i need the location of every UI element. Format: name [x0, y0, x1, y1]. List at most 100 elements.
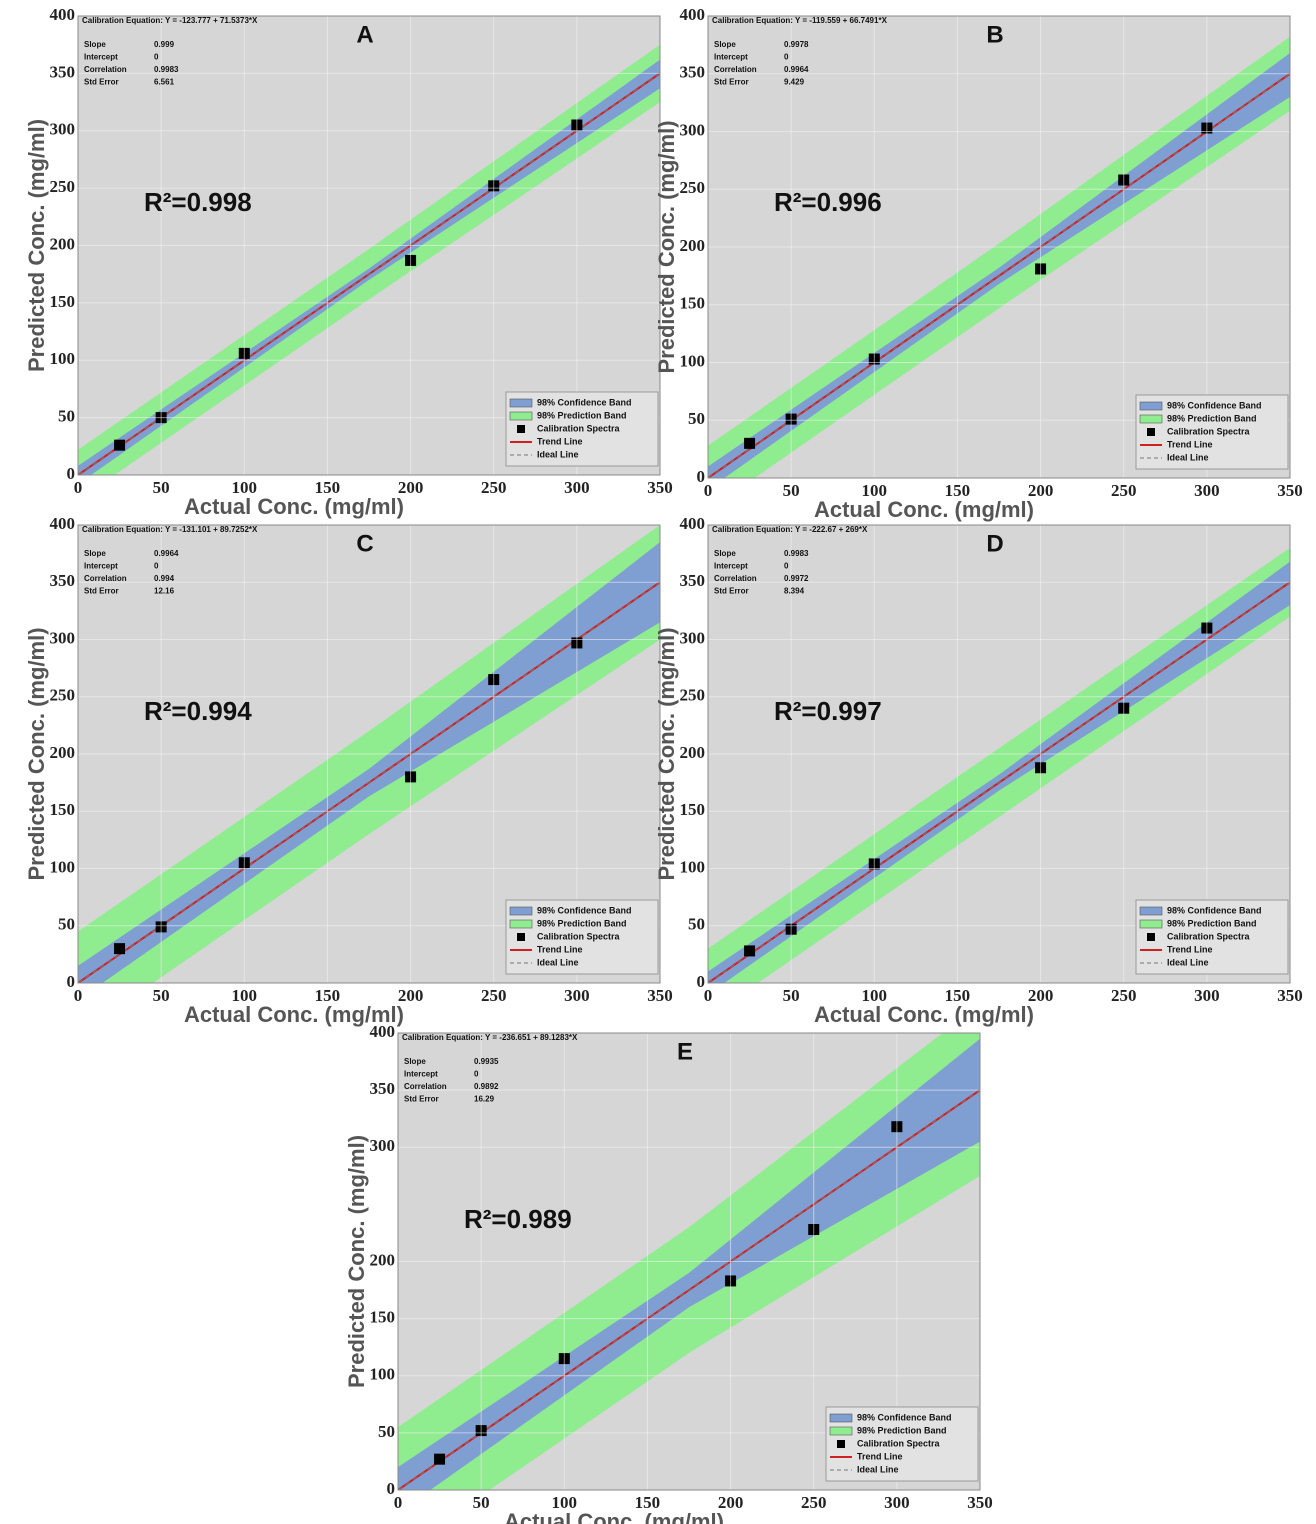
legend-swatch	[517, 425, 525, 433]
y-tick-label: 300	[50, 120, 76, 139]
legend-label: Trend Line	[1167, 439, 1213, 449]
legend-label: Trend Line	[537, 944, 583, 954]
panel-label: E	[677, 1038, 693, 1065]
chart-panel: 0 50 100 150 200 250 300 350 0 50 100 150 200 250 300 3…	[24, 514, 673, 1027]
x-tick-label: 50	[473, 1493, 490, 1512]
line	[708, 581, 1290, 983]
stat-label: Slope	[84, 549, 106, 558]
x-tick-label: 0	[74, 986, 83, 1005]
stat-value: 0	[784, 562, 789, 571]
y-tick-label: 350	[680, 63, 706, 82]
annotation: R²=0.996	[774, 187, 882, 217]
legend-label: Calibration Spectra	[1167, 426, 1251, 436]
y-tick-label: 250	[50, 686, 76, 705]
y-tick-label: 200	[50, 234, 76, 253]
legend-label: Trend Line	[857, 1451, 903, 1461]
plot-frame	[707, 524, 1291, 984]
equation: Calibration Equation: Y = -222.67 + 269*…	[712, 525, 868, 534]
legend-label: Trend Line	[1167, 944, 1213, 954]
stat-label: Slope	[714, 549, 736, 558]
x-tick-label: 0	[704, 481, 713, 500]
stat-label: Intercept	[84, 53, 118, 62]
legend-swatch	[509, 919, 533, 929]
annotation: R²=0.998	[144, 187, 252, 217]
plot-frame	[77, 15, 661, 476]
stat-label: Correlation	[84, 574, 127, 583]
y-tick-label: 400	[50, 514, 76, 533]
stat-label: Intercept	[714, 53, 748, 62]
stat-label: Intercept	[84, 562, 118, 571]
x-tick-label: 200	[398, 478, 424, 497]
stat-label: Slope	[404, 1057, 426, 1066]
legend-swatch	[1139, 919, 1163, 929]
stat-value: 0	[474, 1070, 479, 1079]
legend-swatch	[829, 1426, 853, 1436]
stat-label: Std Error	[714, 78, 749, 87]
legend-label: Ideal Line	[537, 957, 579, 967]
stat-value: 9.429	[784, 78, 805, 87]
stat-value: 0	[154, 562, 159, 571]
legend-swatch	[509, 906, 533, 916]
legend-label: 98% Confidence Band	[537, 397, 632, 407]
x-tick-label: 150	[315, 478, 341, 497]
legend-swatch	[1147, 428, 1155, 436]
y-tick-label: 400	[370, 1022, 396, 1041]
x-axis-title: Actual Conc. (mg/ml)	[814, 1002, 1034, 1027]
legend-label: 98% Prediction Band	[1167, 413, 1257, 423]
y-tick-label: 100	[50, 857, 76, 876]
y-tick-label: 400	[680, 5, 706, 24]
x-tick-label: 150	[945, 986, 971, 1005]
x-tick-label: 300	[1194, 986, 1220, 1005]
legend-swatch	[829, 1413, 853, 1423]
y-tick-label: 200	[680, 743, 706, 762]
line	[398, 1089, 980, 1490]
legend-swatch	[1147, 933, 1155, 941]
line	[708, 73, 1290, 478]
stat-value: 0.9983	[784, 549, 809, 558]
y-axis-title: Predicted Conc. (mg/ml)	[344, 1135, 369, 1388]
equation: Calibration Equation: Y = -131.101 + 89.…	[82, 525, 258, 534]
y-tick-label: 100	[680, 351, 706, 370]
legend-label: Calibration Spectra	[857, 1438, 941, 1448]
panel-label: C	[356, 530, 373, 557]
stat-value: 0.999	[154, 40, 175, 49]
x-tick-label: 50	[153, 478, 170, 497]
point	[114, 439, 126, 451]
annotation: R²=0.989	[464, 1204, 572, 1234]
stat-value: 0.994	[154, 574, 175, 583]
y-tick-label: 300	[370, 1136, 396, 1155]
stat-value: 0.9964	[154, 549, 179, 558]
y-tick-label: 0	[697, 972, 706, 991]
y-tick-label: 350	[370, 1079, 396, 1098]
x-tick-label: 100	[552, 1493, 578, 1512]
y-tick-label: 200	[680, 236, 706, 255]
x-tick-label: 350	[647, 478, 673, 497]
x-axis-title: Actual Conc. (mg/ml)	[184, 1002, 404, 1027]
legend-label: 98% Prediction Band	[857, 1425, 947, 1435]
point	[744, 437, 756, 449]
legend-swatch	[1139, 906, 1163, 916]
legend-swatch	[1139, 414, 1163, 424]
y-tick-label: 350	[50, 571, 76, 590]
y-axis-title: Predicted Conc. (mg/ml)	[654, 627, 679, 880]
annotation: R²=0.997	[774, 696, 882, 726]
x-tick-label: 300	[1194, 481, 1220, 500]
x-tick-label: 300	[564, 986, 590, 1005]
plot-frame	[707, 15, 1291, 479]
x-tick-label: 100	[862, 986, 888, 1005]
x-tick-label: 300	[884, 1493, 910, 1512]
stat-label: Std Error	[84, 78, 119, 87]
equation: Calibration Equation: Y = -236.651 + 89.…	[402, 1033, 578, 1042]
x-tick-label: 50	[783, 481, 800, 500]
stat-value: 0.9983	[154, 65, 179, 74]
x-axis-title: Actual Conc. (mg/ml)	[504, 1509, 724, 1524]
stat-label: Correlation	[404, 1082, 447, 1091]
y-tick-label: 350	[50, 62, 76, 81]
x-tick-label: 200	[398, 986, 424, 1005]
legend-label: Trend Line	[537, 436, 583, 446]
x-tick-label: 50	[153, 986, 170, 1005]
y-tick-label: 200	[50, 743, 76, 762]
x-tick-label: 250	[481, 478, 507, 497]
plot-frame	[77, 524, 661, 984]
x-tick-label: 350	[647, 986, 673, 1005]
